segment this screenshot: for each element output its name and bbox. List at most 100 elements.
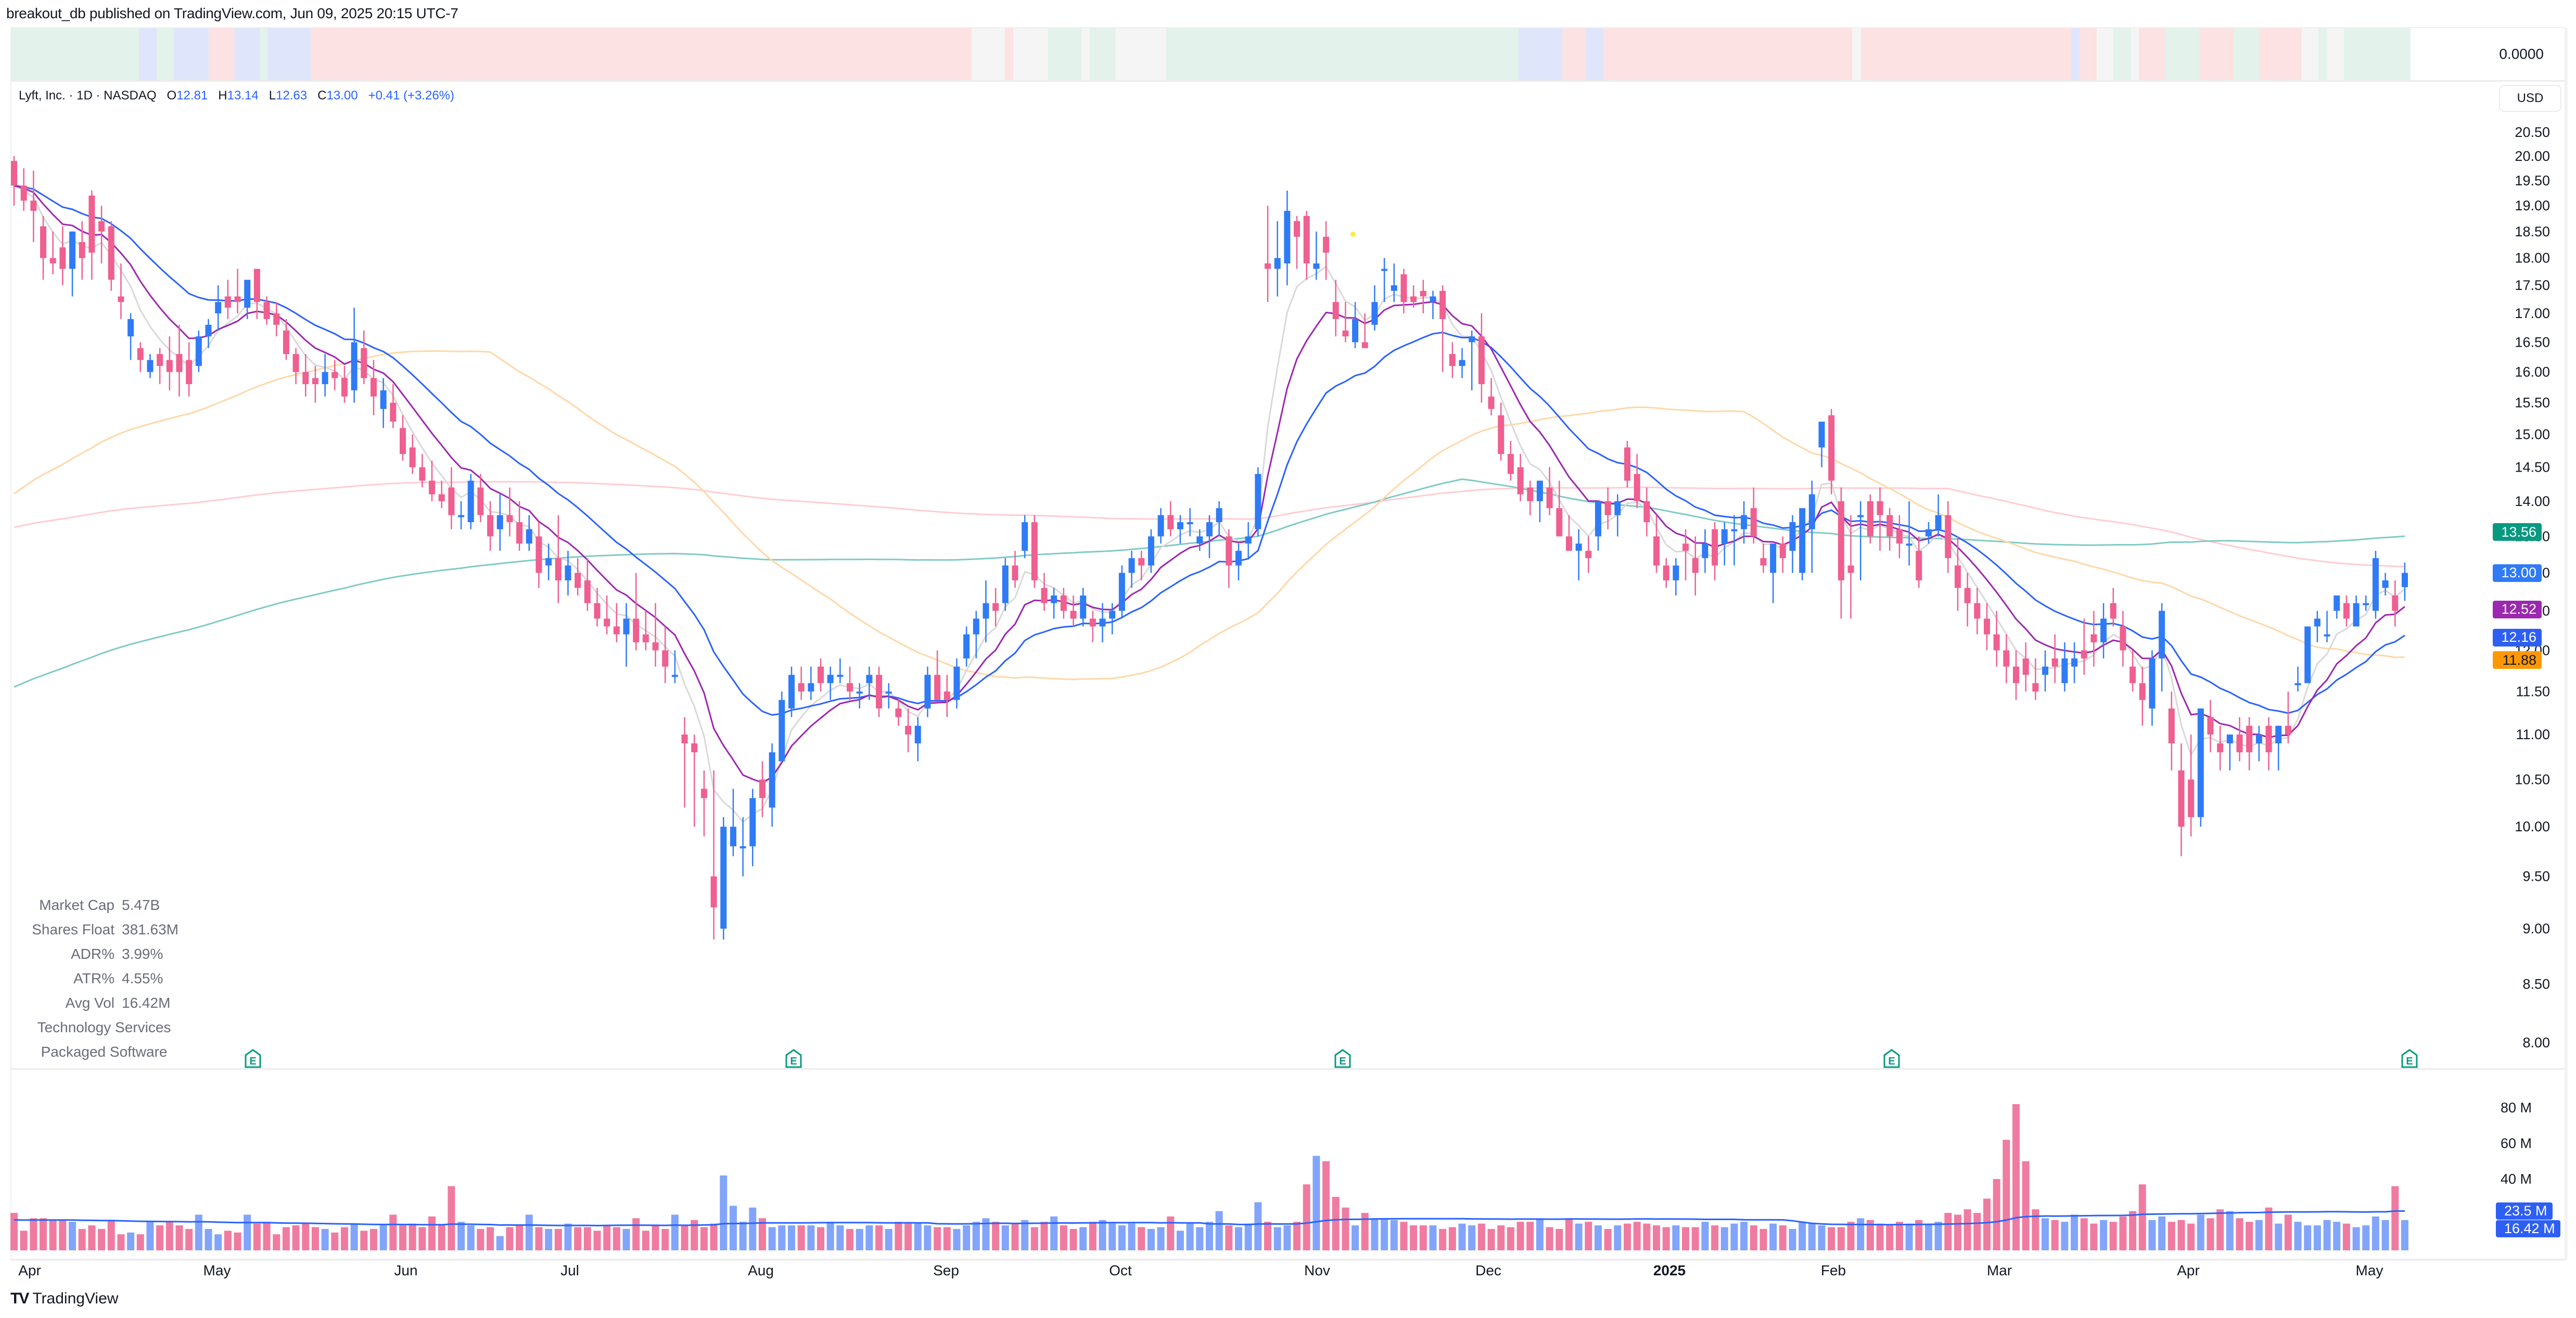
earnings-e-icon[interactable]: E: [1883, 1049, 1901, 1069]
volume-bar: [652, 1225, 659, 1250]
symbol-legend[interactable]: Lyft, Inc. · 1D · NASDAQ O12.81 H13.14 L…: [19, 88, 454, 103]
candle-body: [1255, 474, 1261, 529]
candle-body: [866, 675, 873, 683]
earnings-e-icon[interactable]: E: [2401, 1049, 2418, 1069]
candle-body: [2236, 734, 2243, 753]
strip-segment: [2079, 28, 2097, 80]
candle-body: [1789, 522, 1796, 551]
volume-bar: [681, 1225, 688, 1250]
volume-bar: [1351, 1225, 1359, 1250]
candle-body: [1692, 558, 1699, 573]
volume-bar: [10, 1213, 18, 1250]
strip-segment: [2318, 28, 2327, 80]
volume-bar: [136, 1234, 144, 1250]
volume-bar: [1720, 1227, 1728, 1250]
earnings-e-icon[interactable]: E: [244, 1049, 262, 1069]
pane-divider[interactable]: [11, 1068, 2565, 1070]
volume-bar: [1118, 1225, 1126, 1250]
earnings-e-icon[interactable]: E: [1334, 1049, 1351, 1069]
volume-bar: [1740, 1222, 1748, 1250]
candle-body: [681, 734, 688, 744]
candle-body: [1556, 508, 1563, 537]
candle-body: [1779, 543, 1786, 559]
volume-bar: [1516, 1222, 1524, 1250]
candle-body: [1323, 236, 1330, 253]
candle-body: [798, 683, 805, 692]
candle-body: [2129, 666, 2136, 683]
candle-body: [1391, 285, 1397, 291]
candle-body: [118, 296, 124, 302]
symbol-name[interactable]: Lyft, Inc. · 1D · NASDAQ: [19, 88, 157, 103]
candle-body: [1488, 396, 1495, 409]
candle-body: [1847, 565, 1854, 573]
candle-body: [1565, 536, 1572, 551]
volume-bar: [496, 1236, 504, 1250]
last-price-tag: 13.00: [2493, 564, 2542, 582]
candle-body: [2392, 595, 2399, 611]
y-axis-tick: 10.50: [2515, 772, 2550, 788]
strip-segment: [2199, 28, 2233, 80]
volume-bar: [1390, 1220, 1398, 1250]
candle-body: [1818, 421, 1825, 448]
candle-body: [1410, 296, 1417, 302]
volume-bar: [165, 1222, 173, 1250]
candle-body: [59, 247, 66, 269]
sma50-tag: 11.88: [2493, 651, 2542, 669]
volume-bar: [895, 1222, 902, 1250]
volume-bar: [360, 1231, 368, 1250]
earnings-e-icon[interactable]: E: [785, 1049, 802, 1069]
volume-bar: [2342, 1223, 2350, 1250]
volume-bar: [127, 1232, 135, 1250]
strip-segment: [1166, 28, 1519, 80]
volume-bar: [185, 1228, 193, 1250]
volume-bar: [1021, 1220, 1029, 1250]
volume-bar: [758, 1218, 766, 1250]
candle-body: [1906, 543, 1912, 546]
volume-bar: [2226, 1211, 2234, 1250]
volume-bar: [107, 1220, 115, 1250]
candle-body: [380, 390, 387, 409]
volume-bar: [992, 1222, 1000, 1250]
tradingview-mark-icon: TV: [10, 1290, 29, 1307]
candle-body: [1147, 536, 1154, 566]
y-axis-tick: 11.00: [2516, 727, 2550, 742]
volume-bar: [331, 1232, 339, 1250]
candle-body: [1041, 588, 1048, 603]
candle-body: [2188, 779, 2195, 817]
volume-bar: [856, 1228, 863, 1250]
volume-axis-tick: 60 M: [2501, 1136, 2532, 1151]
x-axis-tick: Jun: [394, 1262, 417, 1278]
volume-bar: [1303, 1184, 1310, 1250]
strip-segment: [1852, 28, 1861, 80]
volume-bar: [1808, 1223, 1816, 1250]
candle-body: [1896, 529, 1903, 544]
candle-body: [1439, 290, 1446, 319]
candle-body: [2265, 726, 2272, 753]
volume-bar: [875, 1225, 883, 1250]
candle-body: [2120, 626, 2126, 651]
candle-body: [1226, 536, 1232, 566]
candle-body: [779, 700, 785, 762]
volume-bar: [1235, 1227, 1243, 1250]
strip-segment: [1518, 28, 1563, 80]
volume-bar: [1342, 1207, 1349, 1250]
currency-button[interactable]: USD: [2499, 85, 2561, 112]
candle-body: [1653, 536, 1660, 566]
candle-body: [429, 480, 436, 495]
tradingview-logo[interactable]: TV TradingView: [10, 1290, 118, 1308]
stat-sector: Technology Services: [37, 1019, 171, 1035]
volume-bar: [1662, 1227, 1670, 1250]
volume-bar: [982, 1218, 990, 1250]
y-axis-tick: 20.00: [2515, 148, 2550, 164]
candle-body: [2022, 658, 2029, 675]
candle-body: [788, 675, 795, 709]
candle-body: [1935, 515, 1942, 529]
volume-bar: [2207, 1218, 2214, 1250]
candle-body: [1381, 269, 1388, 271]
strip-segment: [2259, 28, 2302, 80]
candle-body: [526, 529, 532, 544]
strip-segment: [2113, 28, 2131, 80]
strip-segment: [1860, 28, 2071, 80]
candle-body: [1799, 508, 1806, 573]
